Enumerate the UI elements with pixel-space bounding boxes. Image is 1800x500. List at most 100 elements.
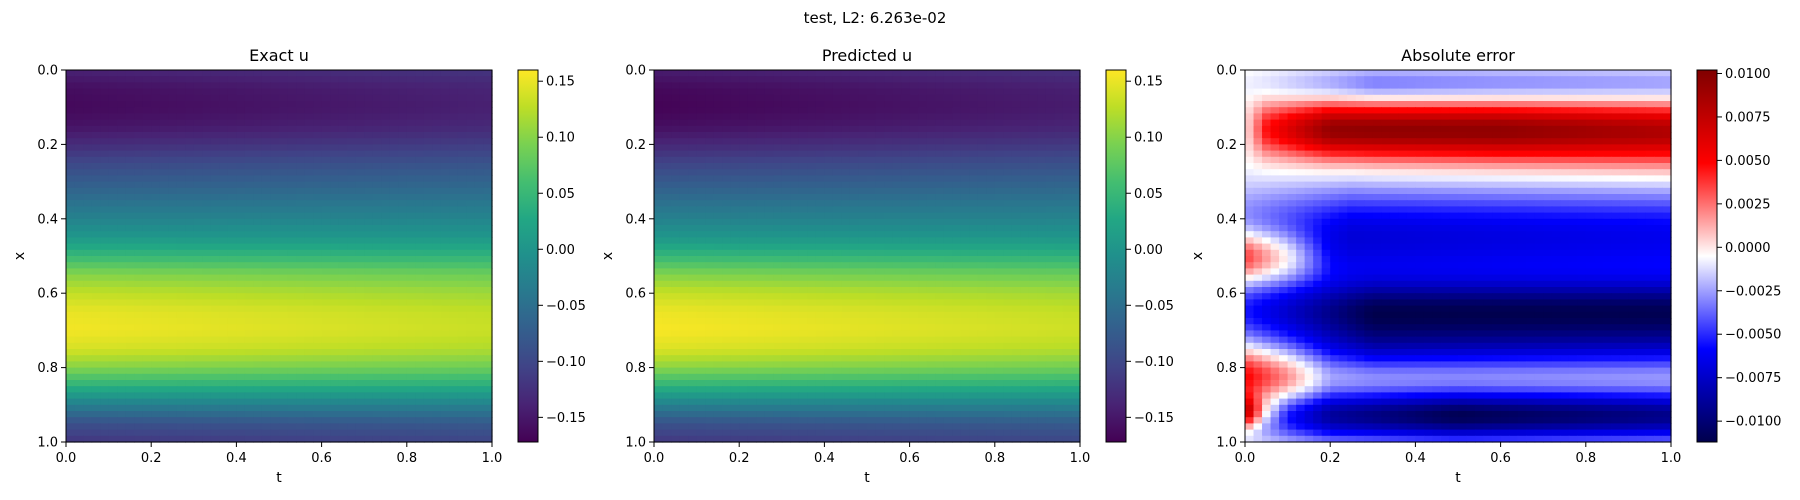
heatmap-cell-predicted bbox=[969, 156, 979, 164]
heatmap-cell-exact bbox=[449, 367, 459, 375]
heatmap-cell-predicted bbox=[960, 187, 970, 195]
heatmap-cell-exact bbox=[330, 417, 340, 424]
heatmap-cell-predicted bbox=[1011, 125, 1021, 133]
heatmap-cell-predicted bbox=[1045, 187, 1056, 195]
heatmap-cell-exact bbox=[457, 423, 468, 431]
heatmap-cell-predicted bbox=[960, 212, 970, 220]
heatmap-cell-exact bbox=[423, 125, 433, 133]
heatmap-cell-exact bbox=[364, 274, 374, 282]
heatmap-cell-exact bbox=[244, 163, 255, 170]
heatmap-cell-predicted bbox=[722, 293, 732, 300]
heatmap-cell-exact bbox=[91, 113, 101, 121]
heatmap-cell-exact bbox=[185, 119, 195, 127]
heatmap-cell-exact bbox=[449, 212, 459, 220]
heatmap-cell-exact bbox=[296, 249, 306, 257]
heatmap-cell-predicted bbox=[858, 237, 868, 245]
heatmap-cell-predicted bbox=[994, 225, 1004, 232]
colorbar-frame-exact bbox=[517, 69, 539, 443]
heatmap-cell-exact bbox=[108, 262, 118, 269]
heatmap-cell-predicted bbox=[722, 200, 732, 207]
heatmap-cell-exact bbox=[330, 367, 340, 375]
heatmap-cell-predicted bbox=[696, 70, 706, 77]
heatmap-cell-exact bbox=[108, 429, 118, 437]
heatmap-cell-exact bbox=[210, 163, 220, 170]
heatmap-cell-exact bbox=[321, 380, 331, 387]
heatmap-cell-predicted bbox=[705, 187, 715, 195]
heatmap-cell-predicted bbox=[918, 70, 928, 77]
heatmap-cell-exact bbox=[74, 169, 84, 176]
heatmap-cell-predicted bbox=[739, 181, 749, 189]
heatmap-cell-predicted bbox=[798, 156, 808, 164]
heatmap-cell-predicted bbox=[994, 299, 1004, 307]
heatmap-cell-predicted bbox=[884, 156, 894, 164]
heatmap-cell-predicted bbox=[764, 256, 774, 263]
heatmap-cell-exact bbox=[296, 187, 306, 195]
heatmap-cell-exact bbox=[244, 324, 255, 331]
heatmap-cell-predicted bbox=[969, 274, 979, 282]
heatmap-cell-predicted bbox=[815, 119, 825, 127]
heatmap-cell-exact bbox=[176, 318, 186, 325]
heatmap-cell-exact bbox=[236, 76, 246, 83]
heatmap-cell-exact bbox=[244, 156, 255, 164]
heatmap-cell-exact bbox=[432, 150, 442, 158]
heatmap-cell-predicted bbox=[705, 181, 715, 189]
heatmap-cell-predicted bbox=[1054, 243, 1064, 251]
heatmap-cell-exact bbox=[296, 132, 306, 139]
heatmap-cell-exact bbox=[100, 398, 110, 406]
heatmap-cell-exact bbox=[466, 268, 476, 276]
heatmap-cell-predicted bbox=[798, 82, 808, 90]
heatmap-cell-exact bbox=[168, 187, 178, 195]
heatmap-cell-exact bbox=[270, 113, 280, 121]
heatmap-cell-exact bbox=[83, 200, 93, 207]
heatmap-cell-exact bbox=[100, 132, 110, 139]
heatmap-cell-exact bbox=[227, 404, 237, 412]
heatmap-cell-exact bbox=[313, 206, 323, 214]
heatmap-cell-exact bbox=[389, 287, 399, 294]
heatmap-cell-predicted bbox=[935, 156, 945, 164]
heatmap-cell-exact bbox=[210, 200, 220, 207]
heatmap-cell-exact bbox=[483, 163, 493, 170]
heatmap-cell-predicted bbox=[841, 194, 851, 201]
heatmap-cell-predicted bbox=[969, 200, 979, 207]
heatmap-cell-predicted bbox=[926, 76, 936, 83]
heatmap-cell-predicted bbox=[1011, 70, 1021, 77]
heatmap-cell-exact bbox=[466, 398, 476, 406]
heatmap-cell-exact bbox=[406, 417, 416, 424]
heatmap-cell-predicted bbox=[1062, 76, 1073, 83]
heatmap-cell-exact bbox=[117, 268, 127, 276]
heatmap-cell-exact bbox=[66, 200, 76, 207]
heatmap-cell-exact bbox=[83, 380, 93, 387]
heatmap-cell-predicted bbox=[960, 237, 970, 245]
heatmap-cell-exact bbox=[253, 181, 263, 189]
heatmap-cell-predicted bbox=[943, 249, 953, 257]
heatmap-cell-exact bbox=[236, 200, 246, 207]
heatmap-cell-exact bbox=[117, 181, 127, 189]
heatmap-cell-exact bbox=[108, 218, 118, 226]
heatmap-cell-exact bbox=[83, 150, 93, 158]
heatmap-cell-predicted bbox=[901, 132, 911, 139]
heatmap-cell-exact bbox=[100, 324, 110, 331]
heatmap-cell-exact bbox=[253, 156, 263, 164]
heatmap-cell-predicted bbox=[781, 194, 791, 201]
heatmap-cell-exact bbox=[457, 324, 468, 331]
heatmap-cell-exact bbox=[151, 113, 161, 121]
heatmap-cell-predicted bbox=[807, 163, 817, 170]
heatmap-cell-exact bbox=[415, 280, 425, 288]
heatmap-cell-exact bbox=[219, 138, 229, 145]
heatmap-cell-exact bbox=[483, 330, 493, 338]
heatmap-cell-exact bbox=[159, 336, 169, 344]
heatmap-cell-predicted bbox=[1071, 82, 1081, 90]
heatmap-cell-predicted bbox=[654, 76, 664, 83]
heatmap-cell-exact bbox=[423, 280, 433, 288]
heatmap-cell-predicted bbox=[807, 138, 817, 145]
heatmap-cell-exact bbox=[304, 163, 314, 170]
heatmap-cell-exact bbox=[202, 107, 212, 114]
heatmap-cell-exact bbox=[159, 125, 169, 133]
heatmap-cell-predicted bbox=[1071, 187, 1081, 195]
heatmap-cell-exact bbox=[91, 380, 101, 387]
heatmap-cell-predicted bbox=[747, 156, 757, 164]
heatmap-cell-predicted bbox=[849, 113, 860, 121]
heatmap-cell-exact bbox=[91, 262, 101, 269]
heatmap-cell-exact bbox=[364, 429, 374, 437]
heatmap-cell-predicted bbox=[747, 113, 757, 121]
